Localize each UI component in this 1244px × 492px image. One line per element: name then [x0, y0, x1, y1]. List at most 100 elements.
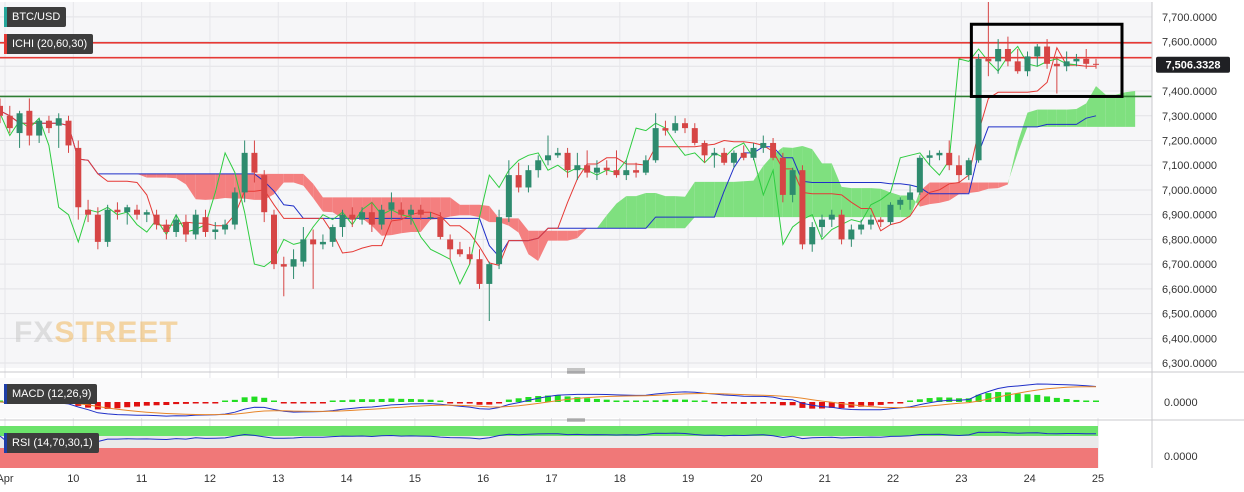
candle-bearish [1044, 39, 1051, 69]
macd-hist-positive [408, 398, 414, 402]
candle-body [642, 160, 649, 173]
candle-body [476, 259, 483, 284]
macd-hist-positive [985, 393, 992, 402]
candle-body [368, 212, 375, 225]
cloud-bullish-segment [714, 181, 725, 218]
candle-body [163, 224, 170, 232]
y-tick-label: 6,500.0000 [1162, 309, 1217, 321]
macd-hist-positive [1083, 400, 1090, 402]
candle-body [779, 157, 786, 195]
candle-body [437, 217, 444, 237]
candle-bearish [838, 209, 845, 245]
candle-bullish [819, 214, 825, 237]
cloud-bullish-segment [1037, 109, 1048, 127]
candle-bearish [153, 209, 160, 230]
cloud-bearish-segment [293, 173, 304, 186]
cloud-bullish-segment [841, 186, 852, 218]
macd-hist-positive [642, 400, 649, 402]
candle-bearish [85, 199, 92, 223]
candle-bullish [319, 234, 326, 250]
candle-bullish [36, 118, 43, 143]
candle-bullish [545, 135, 551, 166]
symbol-text: BTC/USD [12, 11, 61, 23]
x-tick-label: 25 [1092, 473, 1104, 485]
cloud-bearish-segment [538, 230, 548, 262]
macd-hist-positive [584, 398, 591, 402]
candle-bearish [603, 160, 610, 176]
candle-body [388, 202, 395, 210]
ichimoku-label[interactable]: ICHI (20,60,30) [4, 34, 94, 54]
macd-hist-positive [349, 399, 356, 402]
cloud-bearish-segment [185, 173, 196, 200]
macd-hist-negative [319, 402, 326, 404]
candle-bullish [535, 155, 542, 178]
macd-hist-negative [819, 402, 825, 409]
ichimoku-color-swatch [4, 34, 7, 54]
y-tick-label: 7,100.0000 [1162, 160, 1217, 172]
x-tick-label: 12 [204, 473, 216, 485]
x-tick-label: 19 [682, 473, 694, 485]
candle-bullish [496, 209, 503, 270]
macd-hist-negative [730, 402, 737, 404]
candle-body [711, 152, 718, 156]
y-tick-label: 6,900.0000 [1162, 210, 1217, 222]
macd-hist-negative [799, 402, 806, 408]
cloud-bearish-segment [371, 197, 382, 236]
macd-line [0, 383, 1097, 417]
candle-body [545, 155, 551, 161]
candle-bullish [672, 115, 679, 134]
cloud-bearish-segment [430, 197, 441, 220]
macd-text: MACD (12,26,9) [12, 388, 92, 400]
candle-bullish [231, 187, 238, 230]
cloud-bearish-segment [401, 197, 411, 234]
candle-bullish [975, 53, 982, 163]
highlight-box [969, 22, 1124, 98]
cloud-bullish-segment [831, 163, 842, 218]
macd-hist-positive [682, 399, 688, 402]
tenkan-line [0, 46, 1096, 266]
candle-body [907, 192, 914, 200]
candle-body [231, 192, 238, 225]
macd-hist-negative [290, 402, 297, 404]
candle-body [202, 217, 209, 232]
symbol-label[interactable]: BTC/USD [4, 7, 67, 27]
y-tick-label: 7,400.0000 [1162, 86, 1217, 98]
candle-bearish [799, 165, 806, 250]
macd-hist-negative [143, 402, 150, 406]
candle-body [750, 147, 757, 158]
candle-body [887, 204, 894, 223]
rsi-panel [0, 426, 1098, 468]
candle-body [319, 241, 326, 245]
candle-body [45, 120, 52, 129]
candle-bearish [662, 120, 669, 136]
candle-bullish [965, 157, 972, 181]
candle-body [300, 239, 307, 262]
macd-hist-negative [740, 402, 747, 404]
candle-bullish [593, 160, 600, 181]
macd-hist-negative [192, 402, 199, 404]
candle-body [65, 120, 72, 146]
candle-body [564, 152, 571, 171]
cloud-bullish-segment [616, 196, 627, 229]
cloud-bullish-segment [1007, 142, 1018, 185]
candle-bullish [525, 165, 532, 193]
candle-bullish [329, 224, 336, 247]
candle-body [1014, 61, 1021, 72]
candle-body [848, 229, 855, 240]
rsi-text: RSI (14,70,30,1) [12, 437, 93, 449]
candle-bullish [867, 214, 874, 230]
candle-bearish [6, 105, 13, 134]
macd-label[interactable]: MACD (12,26,9) [4, 384, 98, 404]
x-tick-label: 17 [545, 473, 557, 485]
candle-body [682, 123, 688, 129]
macd-hist-positive [417, 399, 424, 402]
macd-hist-positive [437, 400, 444, 402]
candle-bearish [398, 202, 405, 220]
rsi-label[interactable]: RSI (14,70,30,1) [4, 433, 99, 453]
y-tick-label: 7,300.0000 [1162, 111, 1217, 123]
candle-body [290, 259, 297, 267]
y-tick-label: 6,300.0000 [1162, 358, 1217, 370]
candle-body [819, 219, 825, 228]
cloud-bullish-segment [733, 181, 744, 218]
